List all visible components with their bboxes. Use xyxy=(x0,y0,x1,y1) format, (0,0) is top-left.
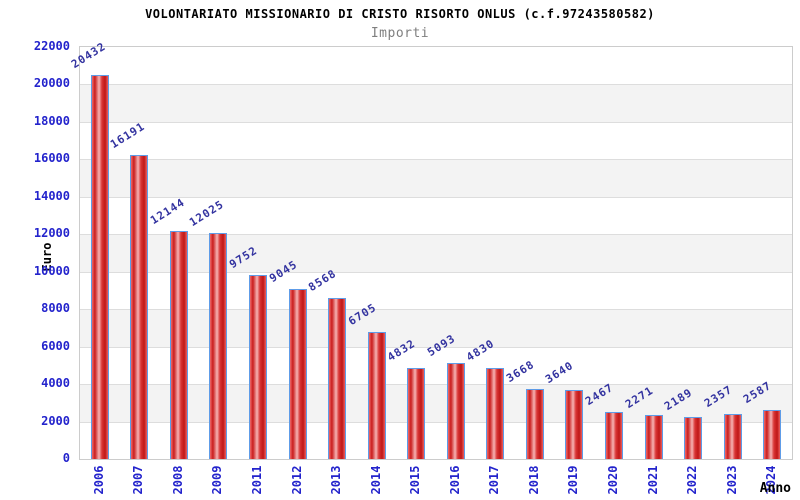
gridline xyxy=(80,121,792,123)
gridline xyxy=(80,346,792,348)
y-tick-label: 18000 xyxy=(33,113,70,128)
plot-band xyxy=(80,309,792,347)
y-tick-label: 6000 xyxy=(41,338,70,353)
x-tick-label: 2021 xyxy=(645,465,660,495)
bar-2014 xyxy=(367,332,386,459)
x-tick-label: 2013 xyxy=(329,465,344,495)
bar-2011 xyxy=(249,275,267,459)
bar-2018 xyxy=(525,389,544,459)
plot-band xyxy=(80,234,792,272)
y-tick-label: 8000 xyxy=(41,301,70,316)
y-tick-label: 0 xyxy=(62,451,70,465)
plot-area: 20432 16191 12144 12025 9752 9045 8568 6705 4832… xyxy=(69,40,793,460)
gridline xyxy=(80,271,792,273)
bar-2016 xyxy=(446,362,465,459)
x-tick-label: 2015 xyxy=(408,465,423,495)
gridline xyxy=(80,309,792,311)
x-tick-label: 2009 xyxy=(210,465,225,495)
x-tick-label: 2016 xyxy=(447,465,462,495)
bar-value-label: 12144 xyxy=(147,195,188,227)
plot-band xyxy=(80,384,792,422)
bar-2006 xyxy=(90,75,109,459)
bar-2013 xyxy=(328,297,347,459)
x-tick-label: 2020 xyxy=(606,465,620,495)
bar-2017 xyxy=(486,367,505,459)
y-tick-label: 12000 xyxy=(33,226,70,241)
bar-2012 xyxy=(288,288,307,459)
bar-value-label: 3640 xyxy=(543,358,577,386)
bar-value-label: 3668 xyxy=(503,358,537,386)
bar-2009 xyxy=(209,232,228,459)
x-tick-label: 2023 xyxy=(724,465,739,495)
x-tick-label: 2007 xyxy=(131,465,146,495)
bar-value-label: 16191 xyxy=(108,119,148,151)
y-tick-label: 16000 xyxy=(33,151,70,166)
gridline xyxy=(80,196,792,198)
gridline xyxy=(80,159,792,161)
x-tick-label: 2011 xyxy=(250,465,264,495)
bar-2024 xyxy=(763,409,782,459)
x-tick-label: 2018 xyxy=(526,465,541,495)
chart-title: VOLONTARIATO MISSIONARIO DI CRISTO RISOR… xyxy=(145,7,655,21)
x-tick-label: 2022 xyxy=(685,465,700,495)
gridline xyxy=(80,384,792,386)
x-tick-label: 2006 xyxy=(91,465,106,495)
bar-2019 xyxy=(565,389,584,459)
chart-subtitle: Importi xyxy=(370,26,430,41)
bar-2022 xyxy=(684,417,703,459)
bar-2015 xyxy=(407,367,426,459)
x-tick-label: 2019 xyxy=(566,465,581,495)
plot-band xyxy=(80,159,792,197)
x-tick-label: 2017 xyxy=(487,465,502,495)
gridline xyxy=(80,234,792,236)
x-axis-label: Anno xyxy=(759,481,791,496)
bar-2020 xyxy=(605,411,623,459)
y-tick-label: 22000 xyxy=(33,39,70,53)
plot-band xyxy=(80,84,792,122)
gridline xyxy=(80,84,792,86)
y-tick-label: 10000 xyxy=(33,263,70,278)
x-tick-label: 2014 xyxy=(368,465,383,495)
x-tick-label: 2012 xyxy=(289,465,304,495)
bar-value-label: 20432 xyxy=(68,40,109,72)
bar-2007 xyxy=(130,154,149,459)
y-tick-label: 4000 xyxy=(41,376,70,391)
y-tick-label: 2000 xyxy=(41,413,70,428)
x-tick-label: 2008 xyxy=(170,465,185,495)
bar-2008 xyxy=(169,230,188,459)
bar-2021 xyxy=(644,415,663,459)
bar-2023 xyxy=(723,413,742,459)
y-tick-label: 14000 xyxy=(33,188,70,203)
y-tick-label: 20000 xyxy=(33,76,70,91)
gridline xyxy=(80,421,792,423)
bar-value-label: 12025 xyxy=(187,197,227,229)
